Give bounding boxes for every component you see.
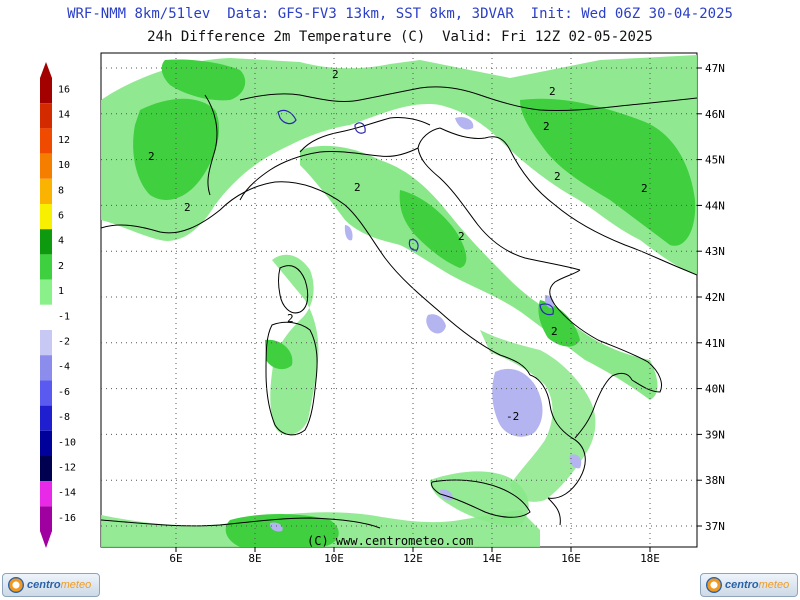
contour-label: 2 [332, 68, 339, 81]
contour-label: 2 [551, 325, 558, 338]
model-info-title: WRF-NMM 8km/51lev Data: GFS-FV3 13km, SS… [67, 6, 733, 22]
legend-label: 6 [58, 211, 64, 222]
legend-label: 2 [58, 261, 64, 272]
contour-label: 2 [287, 312, 294, 325]
latitude-label: 41N [705, 337, 725, 350]
latitude-label: 42N [705, 291, 725, 304]
legend-label: 16 [58, 85, 70, 96]
latitude-label: 47N [705, 62, 725, 75]
legend-swatch [40, 254, 52, 280]
centrometeo-logo-right[interactable]: centrometeo [700, 573, 798, 597]
legend-label: -14 [58, 488, 76, 499]
legend-swatch [40, 355, 52, 381]
legend-label: -6 [58, 387, 70, 398]
longitude-label: 16E [561, 552, 581, 565]
logo-text-left: centrometeo [27, 579, 92, 591]
logo-text-right: centrometeo [725, 579, 790, 591]
contour-labels: 2 2 2 2 2 2 2 2 2 2 2 -2 [148, 68, 648, 423]
legend-label: -10 [58, 437, 76, 448]
legend-swatch [40, 380, 52, 406]
contour-label: 2 [549, 85, 556, 98]
latitude-label: 37N [705, 520, 725, 533]
longitude-label: 14E [482, 552, 502, 565]
legend-swatch [40, 229, 52, 255]
legend-label: 8 [58, 185, 64, 196]
longitude-label: 8E [248, 552, 261, 565]
legend-swatch [40, 304, 52, 330]
latitude-label: 38N [705, 474, 725, 487]
longitude-label: 12E [403, 552, 423, 565]
longitude-label: 6E [169, 552, 182, 565]
contour-label: -2 [506, 410, 519, 423]
logo-ring-icon [8, 577, 24, 593]
lakes [277, 109, 554, 316]
contour-label: 2 [148, 150, 155, 163]
legend-swatch [40, 279, 52, 305]
contour-label: 2 [641, 182, 648, 195]
legend-swatch [40, 78, 52, 104]
legend-swatch [40, 506, 52, 532]
legend-label: 12 [58, 135, 70, 146]
contour-label: 2 [354, 181, 361, 194]
longitude-label: 10E [324, 552, 344, 565]
legend-swatch [40, 204, 52, 230]
legend-label: -8 [58, 412, 70, 423]
cold-anomaly-areas [269, 117, 582, 532]
legend-label: 4 [58, 236, 64, 247]
field-valid-title: 24h Difference 2m Temperature (C) Valid:… [147, 29, 653, 45]
latitude-label: 43N [705, 245, 725, 258]
centrometeo-logo-left[interactable]: centrometeo [2, 573, 100, 597]
legend-swatch [40, 103, 52, 129]
latitude-label: 44N [705, 199, 725, 212]
longitude-label: 18E [640, 552, 660, 565]
contour-label: 2 [184, 201, 191, 214]
copyright-text: (C) www.centrometeo.com [307, 534, 473, 548]
longitude-labels: 6E 8E 10E 12E 14E 16E 18E [169, 547, 660, 565]
legend-swatch [40, 153, 52, 179]
legend-top-arrow [40, 62, 52, 78]
strong-warm-areas [133, 59, 696, 547]
latitude-label: 46N [705, 108, 725, 121]
legend-swatch [40, 128, 52, 154]
logo-ring-icon [706, 577, 722, 593]
legend-swatch [40, 178, 52, 204]
latitude-labels: 47N 46N 45N 44N 43N 42N 41N 40N 39N 38N 37N [697, 62, 725, 533]
legend-label: -1 [58, 311, 70, 322]
legend-bottom-arrow [40, 531, 52, 548]
legend-label: -16 [58, 513, 76, 524]
legend-swatch [40, 481, 52, 507]
legend-swatch [40, 330, 52, 356]
contour-label: 2 [458, 230, 465, 243]
legend-swatch [40, 430, 52, 456]
color-legend: 16 14 12 10 8 6 4 2 1 -1 -2 -4 -6 -8 -10 -12 -14 -16 [40, 62, 76, 548]
latitude-label: 39N [705, 428, 725, 441]
contour-label: 2 [554, 170, 561, 183]
latitude-label: 45N [705, 154, 725, 167]
legend-label: -4 [58, 362, 70, 373]
legend-label: 14 [58, 110, 70, 121]
legend-swatch [40, 456, 52, 482]
legend-label: 1 [58, 286, 64, 297]
legend-label: -2 [58, 337, 70, 348]
latitude-label: 40N [705, 383, 725, 396]
legend-label: 10 [58, 160, 70, 171]
coastlines [101, 86, 697, 529]
legend-label: -12 [58, 463, 76, 474]
contour-label: 2 [543, 120, 550, 133]
legend-swatch [40, 405, 52, 431]
